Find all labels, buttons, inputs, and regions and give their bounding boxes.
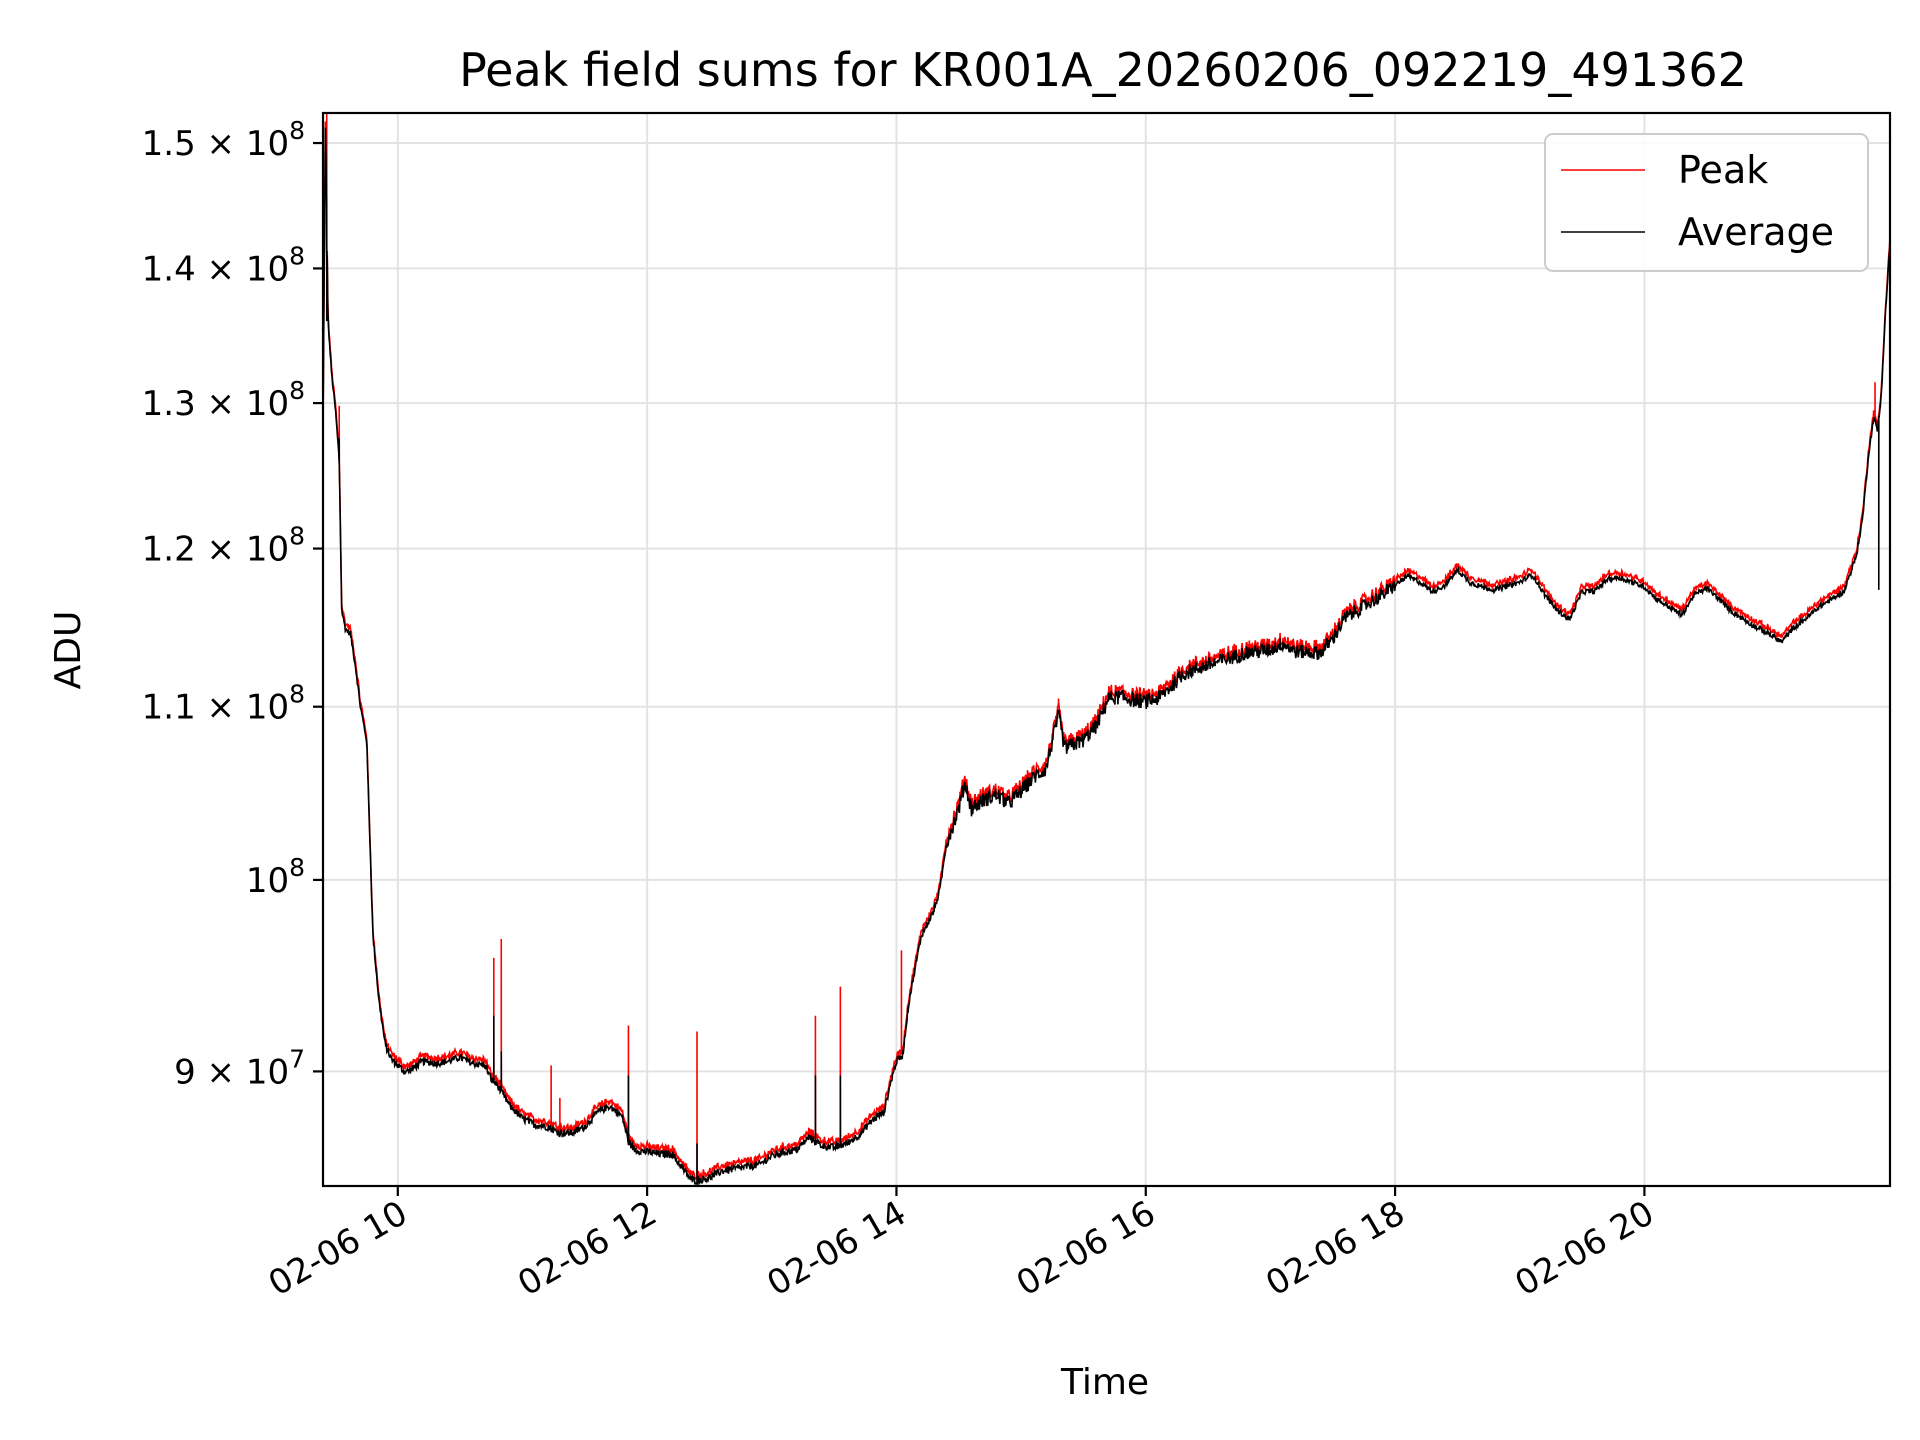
chart-title: Peak field sums for KR001A_20260206_0922… bbox=[459, 43, 1747, 97]
axes-frame bbox=[321, 111, 1892, 1188]
x-axis-label: Time bbox=[1060, 1362, 1149, 1403]
y-tick-label: 1.1 × 108 bbox=[142, 680, 305, 728]
y-tick-label: 1.4 × 108 bbox=[142, 241, 305, 289]
y-tick-label: 1.2 × 108 bbox=[142, 522, 305, 570]
legend-peak-label: Peak bbox=[1678, 148, 1768, 192]
legend-box bbox=[1544, 133, 1869, 272]
y-axis-label: ADU bbox=[48, 611, 89, 690]
legend-average-label: Average bbox=[1678, 210, 1834, 254]
y-axis: 9 × 107 108 1.1 × 108 1.2 × 108 1.3 × 108 1.4… bbox=[142, 116, 323, 1092]
legend: Peak Average bbox=[1544, 133, 1869, 272]
y-tick-label: 108 bbox=[246, 853, 305, 901]
y-tick-label: 1.3 × 108 bbox=[142, 376, 305, 424]
y-tick-label: 1.5 × 108 bbox=[142, 116, 305, 164]
plot-area bbox=[323, 113, 1890, 1186]
y-tick-label: 9 × 107 bbox=[174, 1044, 305, 1092]
grid-lines bbox=[323, 113, 1890, 1186]
average-series-line bbox=[323, 127, 1890, 1186]
